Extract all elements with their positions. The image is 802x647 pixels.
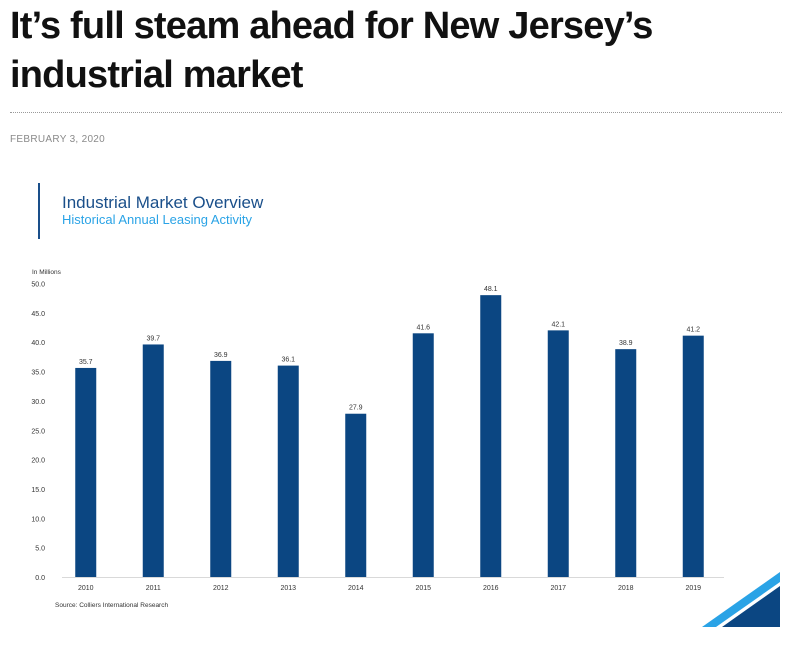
bar-2016 [480,295,502,578]
bar-2015 [412,333,434,578]
x-tick-label: 2017 [550,585,566,592]
bar-value-label: 48.1 [484,286,498,293]
x-tick-label: 2018 [618,585,634,592]
corner-accent-dark [722,586,780,627]
bar-value-label: 27.9 [349,405,363,412]
bar-2012 [210,360,232,578]
x-tick-label: 2019 [685,585,701,592]
leasing-bar-chart: Industrial Market Overview Historical An… [31,183,780,627]
bar-2013 [277,365,299,578]
y-tick-label: 5.0 [35,546,45,553]
bar-value-label: 42.1 [551,321,565,328]
bar-2019 [682,335,704,578]
bar-value-label: 39.7 [146,335,160,342]
bar-value-label: 38.9 [619,340,633,347]
y-tick-label: 50.0 [31,282,45,289]
bar-value-label: 35.7 [79,359,93,366]
bars-group: 35.7 39.7 36.9 36.1 27.9 41.6 48.1 42.1 38.9 41.2 [75,286,704,578]
bar-value-label: 36.1 [281,357,295,364]
x-tick-label: 2015 [415,585,431,592]
bar-2018 [615,349,637,578]
x-tick-label: 2014 [348,585,364,592]
y-tick-label: 0.0 [35,575,45,582]
y-tick-label: 20.0 [31,458,45,465]
bar-2011 [142,344,164,578]
article-title: It’s full steam ahead for New Jersey’s i… [10,5,653,96]
bar-value-label: 41.2 [686,327,700,334]
x-tick-label: 2012 [213,585,229,592]
y-tick-label: 35.0 [31,370,45,377]
y-tick-label: 40.0 [31,340,45,347]
y-axis-ticks: 0.0 5.0 10.0 15.0 20.0 25.0 30.0 35.0 40.0 45.0 50… [31,282,45,583]
chart-subtitle: Historical Annual Leasing Activity [62,212,253,227]
corner-accent-light [702,572,780,627]
bar-2010 [75,367,97,578]
publish-date: FEBRUARY 3, 2020 [10,134,106,145]
x-tick-label: 2010 [78,585,94,592]
y-axis-unit-label: In Millions [32,269,62,276]
x-tick-label: 2013 [280,585,296,592]
x-tick-label: 2016 [483,585,499,592]
bar-2017 [547,330,569,578]
x-axis-labels: 2010 2011 2012 2013 2014 2015 2016 2017 2018 2019 [78,585,701,592]
bar-value-label: 41.6 [416,324,430,331]
y-tick-label: 25.0 [31,428,45,435]
y-tick-label: 15.0 [31,487,45,494]
bar-value-label: 36.9 [214,352,228,359]
chart-title: Industrial Market Overview [62,193,264,212]
y-tick-label: 30.0 [31,399,45,406]
y-tick-label: 45.0 [31,311,45,318]
chart-source: Source: Colliers International Research [55,602,168,609]
bar-2014 [345,413,367,578]
title-divider [10,112,782,113]
chart-image: Industrial Market Overview Historical An… [0,160,802,647]
x-tick-label: 2011 [146,585,161,592]
y-tick-label: 10.0 [31,516,45,523]
